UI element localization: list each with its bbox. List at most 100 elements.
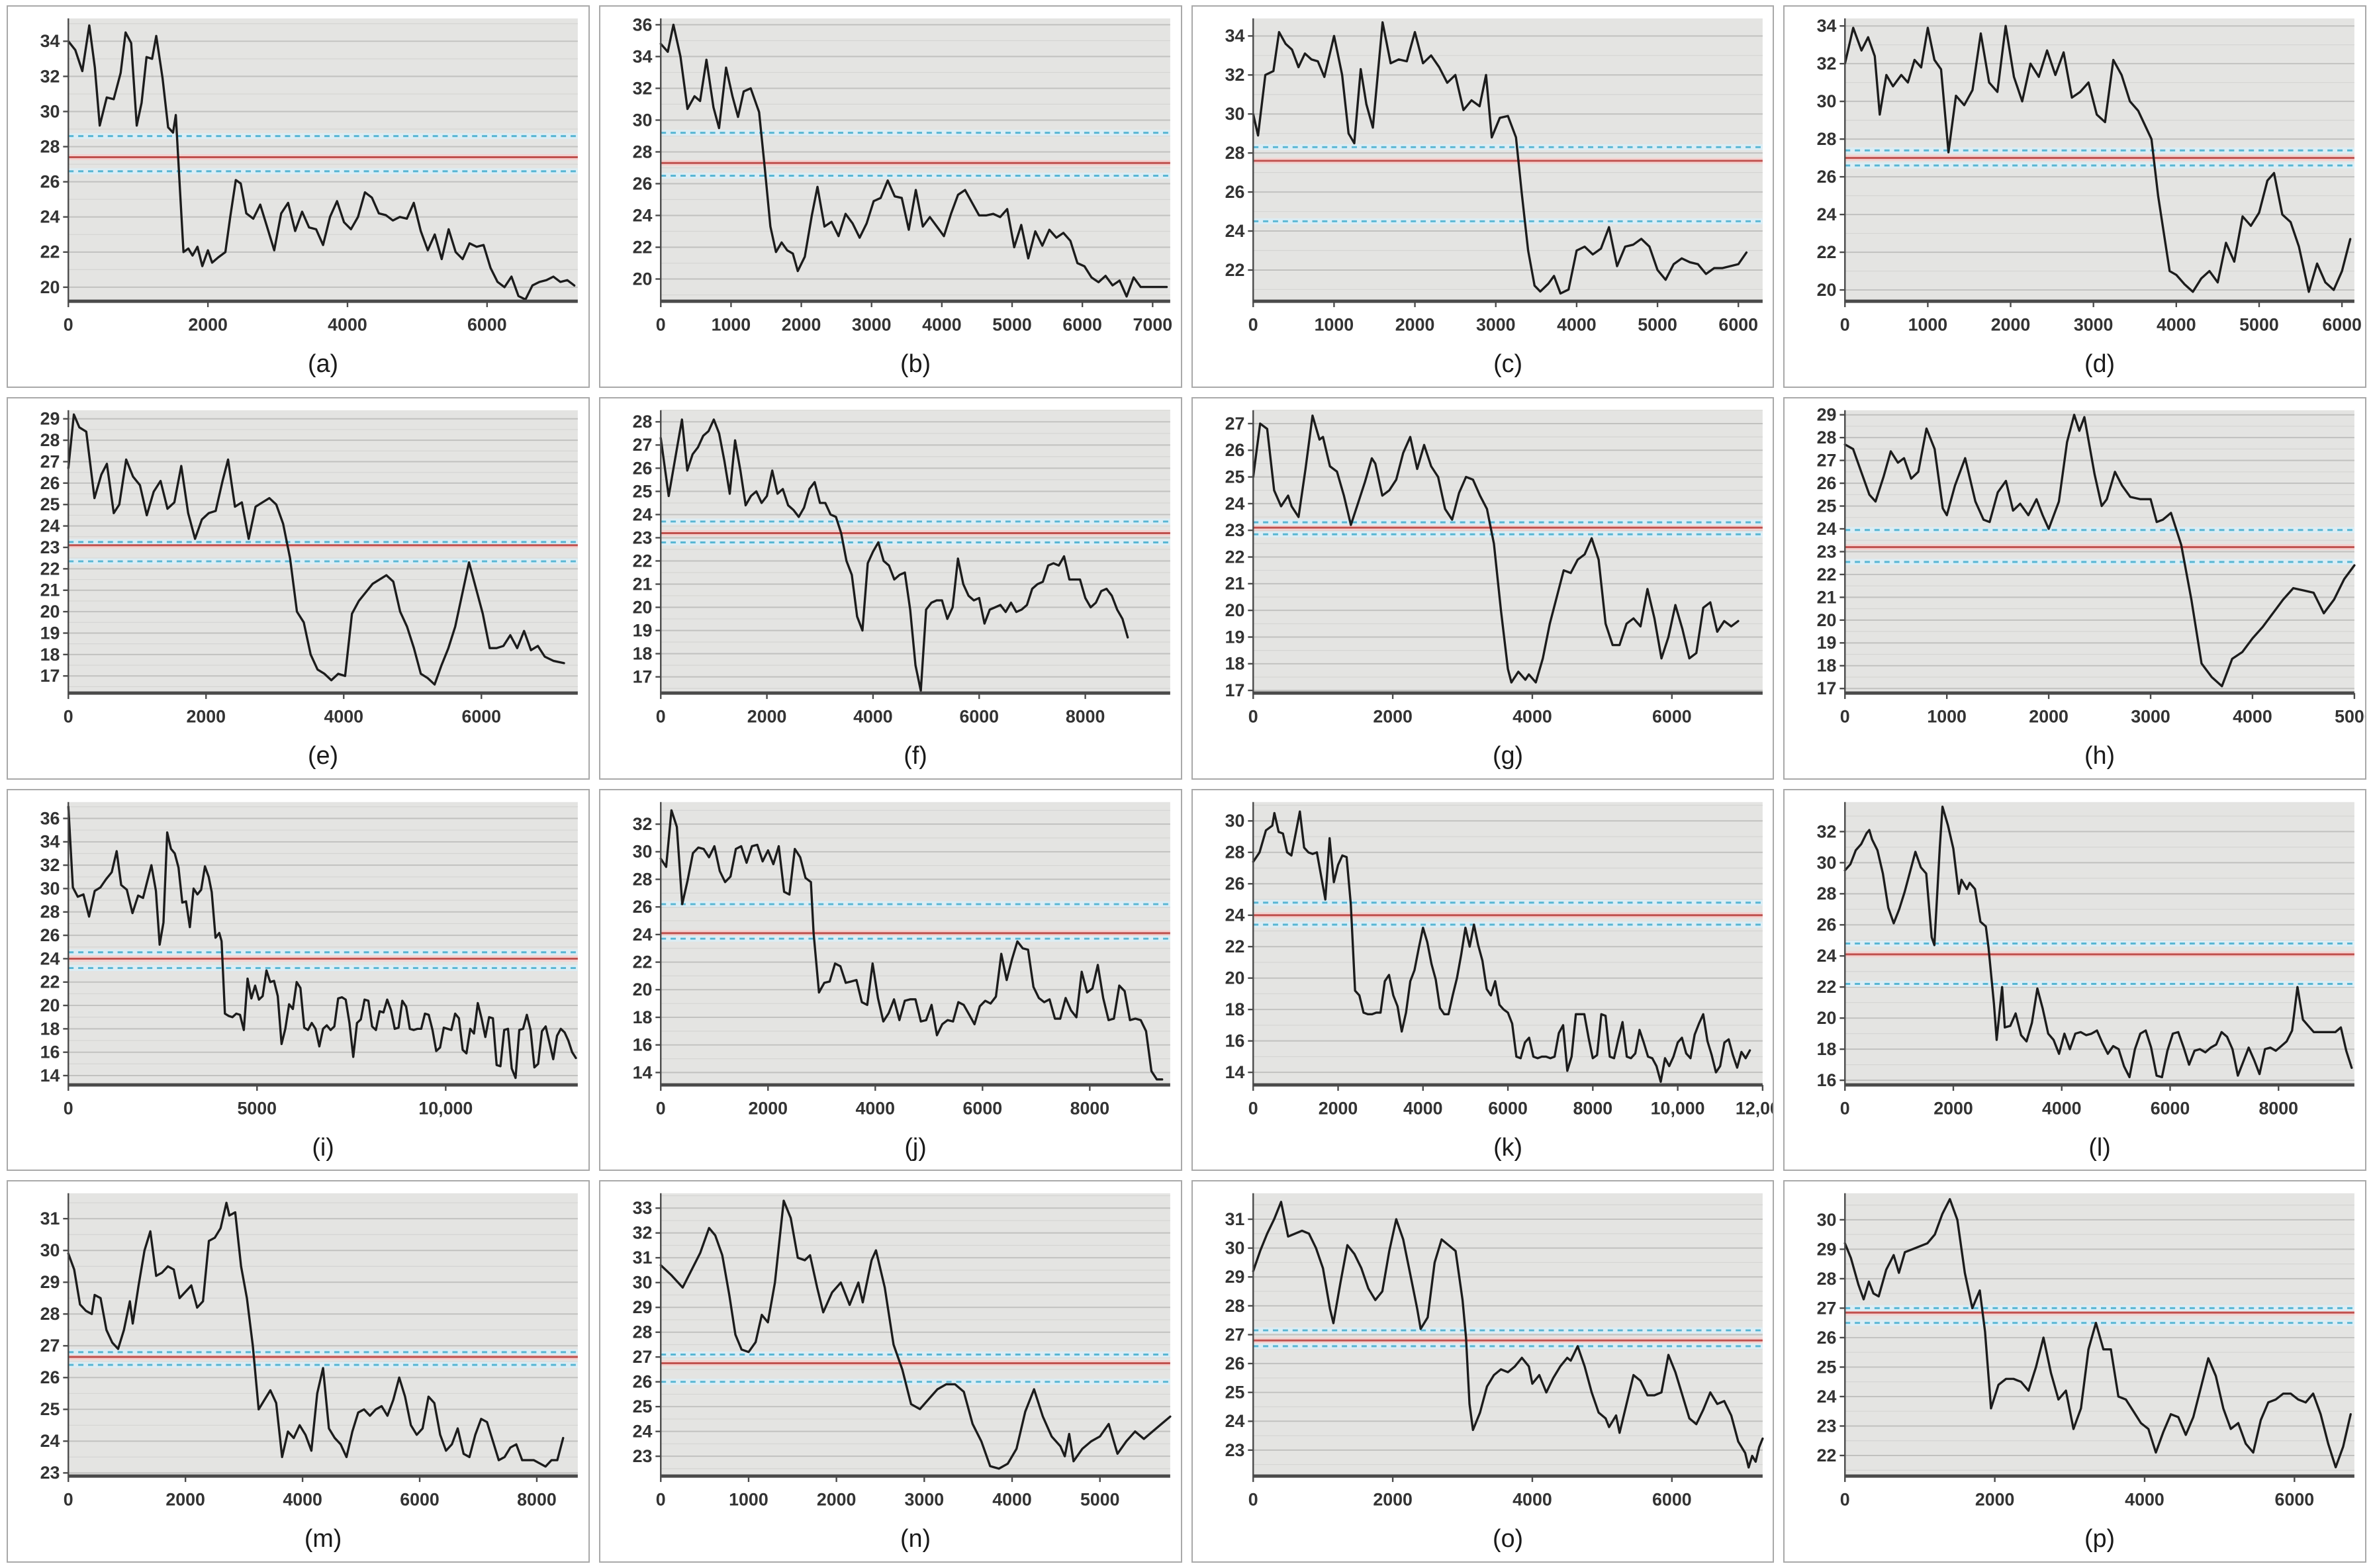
x-tick-label: 6000 [2151,1098,2190,1118]
series-line [1843,805,2353,1078]
y-tick-label: 28 [632,412,652,432]
chart-panel-a: 20 22 24 26 28 30 32 34 0 2000 4000 6000 (a) [7,5,590,388]
y-tick-label: 24 [1817,519,1837,539]
y-tick-label: 25 [632,481,652,501]
y-tick-label: 26 [1817,167,1837,187]
x-tick-label: 4000 [922,315,962,335]
y-tick-label: 26 [1817,473,1837,493]
y-tick-label: 32 [632,1223,652,1243]
y-tick-label: 18 [40,645,60,665]
x-tick-label: 7000 [1133,315,1172,335]
x-tick-label: 2000 [748,1098,788,1118]
y-tick-label: 27 [632,1347,652,1367]
y-tick-label: 14 [632,1062,652,1082]
x-tick-label: 4000 [1557,315,1597,335]
y-tick-label: 24 [1817,946,1837,966]
y-tick-label: 22 [1225,260,1244,280]
y-tick-label: 34 [1817,16,1837,36]
chart-panel-p: 22 23 24 25 26 27 28 29 30 0 2000 4000 6000 (p) [1783,1180,2366,1563]
y-tick-label: 24 [1817,205,1837,224]
x-tick-label: 8000 [1573,1098,1612,1118]
y-tick-label: 24 [1817,1387,1837,1407]
chart-caption: (h) [2084,741,2115,769]
x-tick-label: 1000 [1314,315,1354,335]
y-tick-label: 30 [1225,811,1244,831]
y-tick-label: 20 [40,602,60,622]
y-tick-label: 18 [632,1007,652,1027]
y-tick-label: 30 [40,101,60,121]
y-tick-label: 20 [1225,600,1244,620]
y-tick-label: 29 [1225,1267,1244,1287]
y-tick-label: 28 [1817,428,1837,447]
y-tick-label: 16 [1817,1070,1837,1090]
chart-plot: 22 23 24 25 26 27 28 29 30 0 2000 4000 6000 (p) [1817,1193,2355,1552]
y-tick-label: 26 [1225,1354,1244,1373]
y-tick-label: 25 [1225,467,1244,486]
x-tick-label: 4000 [1512,706,1552,726]
y-tick-label: 26 [40,172,60,192]
y-tick-label: 20 [40,277,60,297]
x-tick-label: 2000 [165,1490,205,1510]
y-tick-label: 28 [40,137,60,157]
chart-panel-f: 17 18 19 20 21 22 23 24 25 26 27 28 0 2000 4000 6000 800… [598,396,1182,780]
x-tick-label: 6000 [1652,706,1692,726]
chart-panel-h: 17 18 19 20 21 22 23 24 25 26 27 28 29 0 1000 2000 3000 4… [1783,396,2366,780]
y-tick-label: 24 [632,1422,652,1442]
y-tick-label: 18 [1225,653,1244,673]
y-tick-label: 30 [1817,853,1837,872]
y-tick-label: 22 [40,559,60,578]
x-tick-label: 1000 [1928,706,1967,726]
y-tick-label: 22 [632,551,652,571]
y-tick-label: 22 [1817,565,1837,584]
y-tick-label: 19 [40,623,60,643]
y-tick-label: 23 [1225,1440,1244,1460]
y-tick-label: 24 [40,948,60,968]
y-tick-label: 32 [1225,65,1244,85]
y-tick-label: 25 [1225,1383,1244,1403]
x-tick-label: 2000 [2029,706,2069,726]
y-tick-label: 24 [1225,221,1244,241]
y-tick-label: 26 [632,173,652,193]
x-tick-label: 2000 [1373,706,1413,726]
x-tick-label: 5000 [1080,1490,1120,1510]
y-tick-label: 25 [40,1400,60,1420]
y-tick-label: 31 [40,1209,60,1228]
x-tick-label: 4000 [855,1098,895,1118]
y-tick-label: 26 [632,458,652,478]
chart-plot: 16 18 20 22 24 26 28 30 32 0 2000 4000 6000 8000 (l) [1817,802,2355,1160]
y-tick-label: 30 [632,110,652,130]
y-tick-label: 33 [632,1198,652,1218]
x-tick-label: 4000 [2157,315,2196,335]
chart-plot: 14 16 18 20 22 24 26 28 30 32 0 2000 4000 6000 8000 (j) [632,802,1170,1160]
series-line [1252,809,1751,1083]
y-tick-label: 17 [1817,678,1837,698]
y-tick-label: 23 [1817,541,1837,561]
chart-caption: (k) [1493,1133,1522,1161]
x-tick-label: 5000 [992,315,1032,335]
chart-panel-e: 17 18 19 20 21 22 23 24 25 26 27 28 29 0 2000 4000 6000 (… [7,396,590,780]
x-tick-label: 5000 [2335,706,2365,726]
x-tick-label: 2000 [782,315,821,335]
y-tick-label: 29 [1817,1240,1837,1260]
x-tick-label: 3000 [852,315,892,335]
y-tick-label: 24 [1225,1411,1244,1431]
y-tick-label: 24 [40,207,60,227]
chart-panel-c: 22 24 26 28 30 32 34 0 1000 2000 3000 4000 5000 6000 (… [1191,5,1775,388]
y-tick-label: 28 [1225,1296,1244,1316]
y-tick-label: 25 [1817,1358,1837,1377]
y-tick-label: 22 [632,237,652,257]
chart-caption: (f) [904,741,927,769]
y-tick-label: 28 [1225,842,1244,862]
chart-panel-l: 16 18 20 22 24 26 28 30 32 0 2000 4000 6000 8000 (l) [1783,788,2366,1172]
y-tick-label: 20 [1225,968,1244,988]
x-tick-label: 1000 [729,1490,768,1510]
chart-panel-i: 14 16 18 20 22 24 26 28 30 32 34 36 0 5000 10,000 (i) [7,788,590,1172]
chart-caption: (c) [1493,349,1522,377]
y-tick-label: 24 [632,205,652,225]
y-tick-label: 24 [40,516,60,535]
y-tick-label: 27 [1225,414,1244,434]
y-tick-label: 18 [1817,1039,1837,1059]
series-line [67,1201,565,1468]
y-tick-label: 18 [632,643,652,663]
